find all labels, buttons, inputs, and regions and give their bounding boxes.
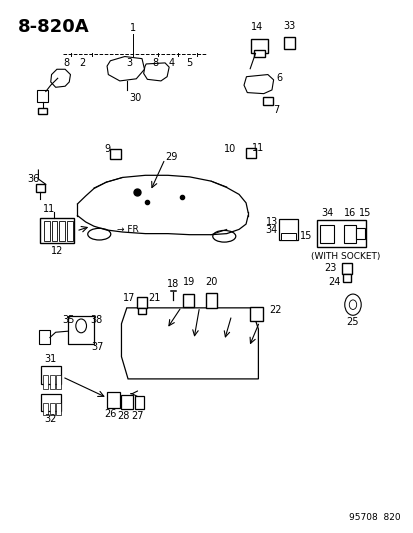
Bar	[262, 98, 273, 105]
Bar	[341, 263, 351, 274]
Bar	[43, 403, 48, 416]
Text: 22: 22	[269, 305, 281, 315]
Bar	[249, 307, 262, 321]
Text: 34: 34	[265, 225, 277, 236]
Text: 27: 27	[131, 411, 144, 421]
Text: 10: 10	[223, 144, 235, 154]
Bar	[343, 224, 356, 243]
Text: 11: 11	[43, 204, 55, 214]
Bar	[283, 37, 294, 50]
Text: 8: 8	[152, 58, 158, 68]
Text: 11: 11	[252, 143, 264, 153]
Bar	[250, 39, 268, 53]
Text: 30: 30	[129, 93, 142, 102]
Bar	[41, 366, 60, 384]
Bar	[40, 217, 74, 243]
Text: 28: 28	[116, 411, 129, 421]
Text: 15: 15	[358, 208, 370, 217]
Bar	[246, 148, 256, 158]
Bar	[342, 274, 350, 282]
Text: 32: 32	[45, 414, 57, 424]
Text: 9: 9	[104, 144, 110, 154]
Bar	[68, 316, 94, 344]
Bar	[36, 184, 45, 192]
Text: 3: 3	[126, 58, 133, 68]
Bar	[67, 221, 73, 240]
Bar	[121, 394, 133, 409]
Text: 23: 23	[324, 263, 336, 272]
Text: 17: 17	[123, 293, 135, 303]
Bar	[137, 297, 147, 308]
Bar	[56, 375, 61, 389]
Bar	[50, 375, 55, 389]
Text: 35: 35	[62, 314, 74, 325]
Bar	[59, 221, 65, 240]
Text: 38: 38	[90, 314, 102, 325]
Text: 29: 29	[165, 152, 177, 162]
Bar	[38, 108, 47, 114]
Text: 5: 5	[186, 58, 192, 68]
Bar	[50, 403, 55, 416]
Text: 15: 15	[299, 231, 311, 241]
Bar	[278, 219, 297, 240]
Bar	[280, 233, 295, 240]
Text: 14: 14	[250, 22, 262, 31]
Text: 24: 24	[327, 277, 339, 287]
Text: 25: 25	[346, 317, 358, 327]
Bar	[44, 221, 50, 240]
Text: → FR: → FR	[117, 225, 139, 234]
Bar	[138, 308, 146, 314]
Text: 16: 16	[343, 208, 355, 217]
Bar	[134, 396, 144, 409]
Text: 6: 6	[275, 72, 282, 83]
Bar	[206, 293, 217, 308]
Bar	[41, 394, 60, 411]
Bar	[356, 228, 364, 239]
Text: (WITH SOCKET): (WITH SOCKET)	[311, 252, 380, 261]
Bar	[254, 50, 264, 56]
Text: 8-820A: 8-820A	[18, 18, 89, 36]
Bar	[37, 90, 48, 102]
Bar	[110, 149, 121, 159]
Bar	[107, 392, 119, 408]
Bar	[43, 375, 48, 389]
Text: 12: 12	[51, 246, 63, 256]
Bar	[316, 220, 365, 247]
Text: 1: 1	[130, 23, 136, 33]
Bar	[39, 330, 50, 344]
Text: 13: 13	[266, 217, 278, 228]
Text: 19: 19	[183, 277, 195, 287]
Text: 34: 34	[320, 208, 332, 217]
Text: 21: 21	[148, 293, 161, 303]
Bar	[183, 294, 194, 307]
Bar	[320, 224, 333, 243]
Text: 31: 31	[45, 354, 57, 364]
Text: 95708  820: 95708 820	[348, 513, 399, 522]
Text: 7: 7	[272, 106, 278, 115]
Text: 33: 33	[282, 21, 294, 30]
Text: 36: 36	[27, 174, 39, 184]
Text: 26: 26	[104, 409, 116, 418]
Text: 37: 37	[91, 342, 103, 352]
Text: 4: 4	[168, 58, 174, 68]
Bar	[52, 221, 57, 240]
Text: 18: 18	[167, 279, 179, 289]
Text: 2: 2	[79, 58, 86, 68]
Bar	[56, 403, 61, 416]
Text: 8: 8	[63, 58, 69, 68]
Text: 20: 20	[205, 277, 218, 287]
